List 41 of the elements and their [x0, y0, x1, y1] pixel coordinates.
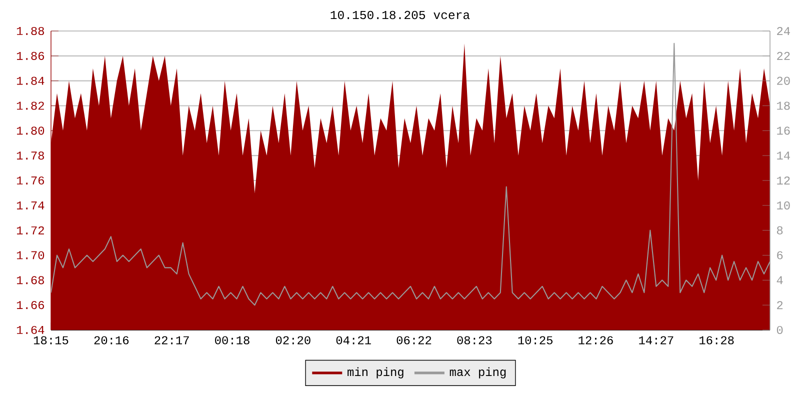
y2-tick-label: 10 [777, 201, 790, 210]
y2-tick-label: 14 [777, 152, 790, 160]
x-tick-label: 12:26 [578, 336, 613, 344]
y2-tick-label: 0 [776, 326, 783, 334]
y2-tick-label: 6 [777, 251, 783, 260]
y2-tick-label: 16 [777, 126, 790, 135]
y-tick-label: 1.68 [16, 276, 44, 284]
y2-tick-label: 8 [776, 226, 783, 234]
y-tick-label: 1.66 [16, 301, 44, 310]
x-tick-label: 06:22 [396, 336, 432, 344]
legend-label: max ping [450, 367, 506, 378]
y-tick-label: 1.76 [16, 176, 44, 185]
y2-tick-label: 24 [777, 27, 790, 35]
x-tick-label: 20:16 [94, 336, 129, 344]
y-tick-label: 1.70 [16, 251, 44, 260]
x-tick-label: 04:21 [336, 336, 371, 344]
x-tick-label: 16:28 [700, 336, 734, 344]
y-tick-label: 1.82 [16, 102, 44, 110]
y2-tick-label: 20 [777, 76, 790, 85]
x-tick-label: 14:27 [639, 336, 674, 344]
chart-title: 10.150.18.205 vcera [330, 10, 470, 20]
x-tick-label: 10:25 [518, 336, 553, 344]
x-tick-label: 08:23 [457, 336, 492, 344]
y-tick-label: 1.74 [16, 201, 44, 210]
y-tick-label: 1.64 [16, 326, 44, 334]
y2-tick-label: 4 [776, 276, 783, 284]
y2-tick-label: 2 [777, 301, 783, 310]
y-tick-label: 1.72 [16, 226, 44, 234]
y-tick-label: 1.88 [16, 26, 44, 36]
y-tick-label: 1.86 [16, 52, 44, 60]
y-tick-label: 1.80 [16, 126, 44, 135]
y2-tick-label: 12 [777, 176, 790, 184]
x-tick-label: 18:15 [34, 336, 68, 344]
x-tick-label: 00:18 [215, 336, 250, 344]
y2-tick-label: 18 [777, 102, 790, 110]
y2-tick-label: 22 [777, 52, 790, 60]
x-tick-label: 02:20 [276, 336, 310, 344]
x-tick-label: 22:17 [154, 336, 189, 344]
y-tick-label: 1.84 [16, 76, 44, 85]
legend-label: min ping [348, 367, 404, 378]
y-tick-label: 1.78 [16, 152, 44, 160]
